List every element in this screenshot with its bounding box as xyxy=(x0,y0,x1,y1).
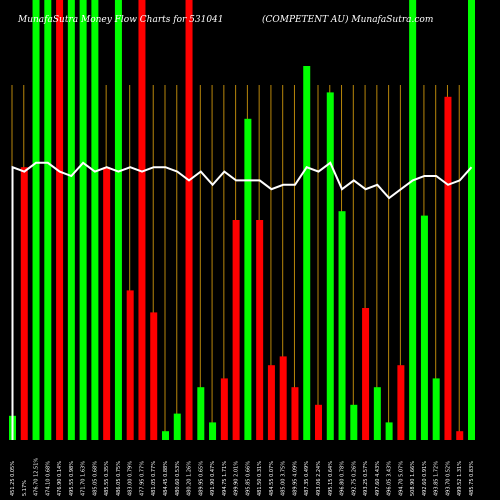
x-tick-label: 495.15 0.64% xyxy=(328,461,334,496)
x-tick-label: 476.90 0.14% xyxy=(57,461,63,496)
bar-26 xyxy=(303,66,311,440)
bar-8 xyxy=(91,0,99,440)
bar-28 xyxy=(326,92,334,441)
bar-31 xyxy=(362,308,370,440)
bar-40 xyxy=(468,0,475,440)
x-axis-tick-labels: 451.25 0.05% 5.17% 476.70 12.51% 474.10 0.6… xyxy=(10,458,475,496)
bar-2 xyxy=(20,167,28,440)
x-tick-label: 495.85 0.66% xyxy=(245,461,251,496)
bar-23 xyxy=(267,365,275,440)
chart-title-left: MunafaSutra Money Flow Charts for 531041 xyxy=(17,15,224,25)
x-tick-label: 485.75 0.83% xyxy=(469,461,475,496)
bar-21 xyxy=(244,118,252,441)
money-flow-bars xyxy=(9,0,475,441)
bar-38 xyxy=(444,96,452,441)
x-tick-label: 494.75 1.71% xyxy=(222,461,228,496)
bar-10 xyxy=(114,0,122,440)
x-tick-label: 474.10 0.68% xyxy=(45,461,51,496)
x-tick-label: 489.95 0.65% xyxy=(198,461,204,496)
chart-title-right: (COMPETENT AU) MunafaSutra.com xyxy=(262,14,433,25)
x-tick-label: 5.17% xyxy=(22,480,28,496)
bar-35 xyxy=(409,0,417,440)
bar-39 xyxy=(456,431,464,440)
bar-33 xyxy=(385,422,393,440)
bar-14 xyxy=(162,431,169,440)
bar-32 xyxy=(373,387,381,440)
bar-25 xyxy=(291,387,299,440)
x-tick-label: 486.05 0.75% xyxy=(116,461,122,496)
bar-29 xyxy=(338,211,346,440)
x-tick-label: 471.70 1.63% xyxy=(81,461,87,496)
x-tick-label: 480.60 0.53% xyxy=(175,461,181,496)
bar-3 xyxy=(32,0,40,440)
x-tick-label: 497.60 4.43% xyxy=(375,461,381,496)
x-tick-label: 484.55 0.07% xyxy=(269,461,275,496)
bar-20 xyxy=(232,220,240,440)
x-tick-label: 493.70 0.52% xyxy=(445,461,451,496)
bar-15 xyxy=(173,413,181,440)
bar-30 xyxy=(350,404,358,440)
bar-6 xyxy=(67,0,75,440)
x-tick-label: 496.80 0.78% xyxy=(340,461,346,496)
x-tick-label: 485.00 3.75% xyxy=(281,461,287,496)
x-tick-label: 481.50 0.31% xyxy=(257,461,263,496)
bar-18 xyxy=(209,422,217,440)
x-tick-label: 508.90 1.66% xyxy=(410,461,416,496)
x-tick-label: 477.95 0.77% xyxy=(139,461,145,496)
bar-17 xyxy=(197,387,205,440)
x-tick-label: 493.06 2.24% xyxy=(316,461,322,496)
x-tick-label: 493.25 0.57% xyxy=(363,461,369,496)
bar-13 xyxy=(150,312,158,440)
x-tick-label: 499.52 1.31% xyxy=(457,461,463,496)
bar-16 xyxy=(185,0,193,440)
bar-22 xyxy=(256,220,264,440)
x-tick-label: 496.05 3.43% xyxy=(387,461,393,496)
x-tick-label: 451.25 0.05% xyxy=(10,461,16,496)
x-tick-label: 483.00 0.79% xyxy=(128,461,134,496)
bar-34 xyxy=(397,365,405,440)
x-tick-label: 499.90 2.01% xyxy=(234,461,240,496)
bar-4 xyxy=(44,0,52,440)
x-tick-label: 489.95 4.09% xyxy=(292,461,298,496)
bar-24 xyxy=(279,356,287,440)
x-tick-label: 476.70 12.51% xyxy=(34,458,40,496)
x-tick-label: 485.05 0.68% xyxy=(92,461,98,496)
bar-7 xyxy=(79,0,87,440)
bar-11 xyxy=(126,290,134,440)
bar-37 xyxy=(432,378,440,440)
bar-27 xyxy=(315,404,322,440)
x-tick-label: 491.90 0.47% xyxy=(210,461,216,496)
x-tick-label: 492.75 0.26% xyxy=(351,461,357,496)
bar-12 xyxy=(138,0,146,440)
x-tick-label: 480.20 1.26% xyxy=(187,461,193,496)
x-tick-label: 485.55 0.35% xyxy=(104,461,110,496)
bar-19 xyxy=(220,378,228,440)
x-tick-label: 494.70 5.07% xyxy=(398,461,404,496)
bar-5 xyxy=(56,0,64,440)
x-tick-label: 484.45 0.88% xyxy=(163,461,169,496)
x-tick-label: 481.05 0.77% xyxy=(151,461,157,496)
bar-9 xyxy=(103,167,111,440)
money-flow-line xyxy=(11,161,473,440)
x-tick-label: 495.55 0.98% xyxy=(69,461,75,496)
x-tick-label: 493.85 1.72% xyxy=(434,461,440,496)
x-tick-label: 487.35 0.49% xyxy=(304,461,310,496)
bar-36 xyxy=(420,215,428,440)
x-tick-label: 492.60 0.91% xyxy=(422,461,428,496)
